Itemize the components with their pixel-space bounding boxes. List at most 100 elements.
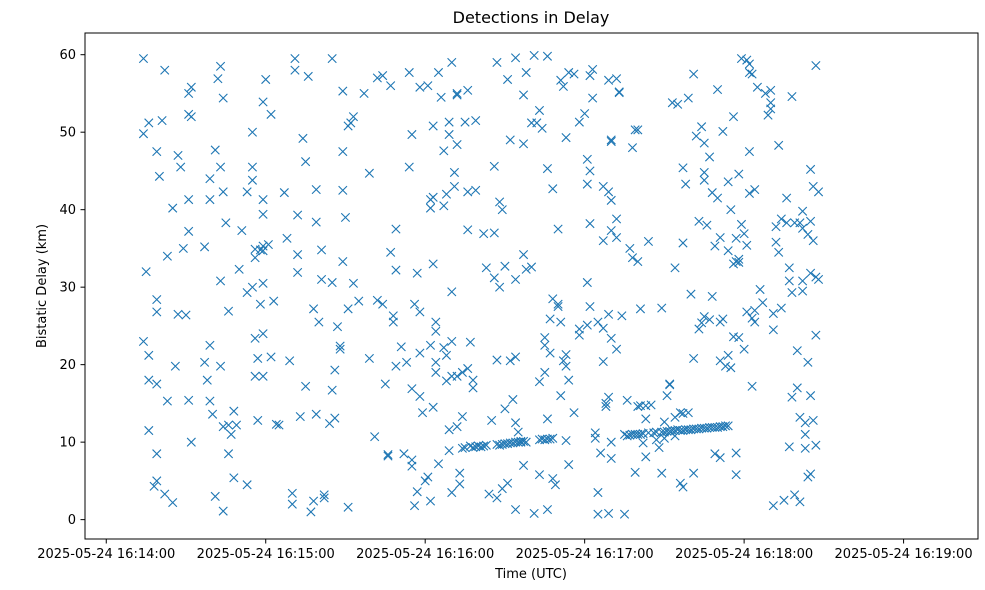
- data-point: [452, 88, 462, 99]
- data-point: [407, 129, 417, 140]
- data-point: [606, 333, 616, 343]
- data-point: [580, 108, 590, 119]
- data-point: [407, 461, 417, 471]
- data-point: [495, 282, 505, 292]
- data-point: [585, 219, 595, 229]
- data-point: [348, 278, 359, 288]
- data-point: [447, 287, 457, 297]
- data-point: [805, 469, 816, 479]
- data-point: [665, 380, 675, 390]
- data-point: [686, 289, 696, 299]
- data-point: [202, 375, 212, 385]
- data-point: [561, 361, 571, 371]
- data-point: [726, 363, 736, 373]
- data-point: [598, 323, 608, 333]
- data-point: [569, 69, 579, 79]
- data-point: [689, 353, 699, 364]
- data-point: [290, 53, 300, 64]
- data-point: [274, 420, 284, 430]
- data-point: [255, 299, 265, 309]
- data-point: [588, 93, 598, 103]
- data-point: [447, 487, 457, 498]
- data-point: [683, 93, 693, 103]
- data-point: [492, 57, 502, 68]
- data-point: [396, 342, 406, 352]
- data-point: [513, 427, 523, 437]
- data-point: [582, 154, 592, 164]
- data-point: [768, 325, 778, 335]
- data-point: [800, 418, 810, 428]
- y-tick-label: 60: [59, 48, 76, 63]
- data-point: [160, 65, 170, 75]
- data-point: [731, 448, 741, 458]
- data-point: [160, 489, 170, 499]
- data-point: [736, 219, 747, 229]
- data-point: [237, 226, 247, 236]
- data-point: [556, 391, 566, 401]
- data-point: [186, 112, 196, 122]
- data-point: [391, 361, 401, 371]
- data-point: [659, 417, 669, 427]
- data-point: [431, 326, 441, 336]
- data-point: [752, 82, 762, 92]
- data-point: [200, 357, 210, 367]
- data-point: [423, 472, 433, 482]
- data-point: [404, 67, 414, 78]
- data-point: [768, 308, 778, 319]
- data-point: [585, 301, 595, 312]
- data-point: [293, 267, 303, 278]
- data-point: [800, 443, 810, 453]
- data-point: [723, 421, 733, 431]
- data-point: [681, 179, 691, 189]
- data-point: [747, 69, 757, 79]
- data-point: [811, 440, 821, 450]
- data-point: [308, 304, 319, 314]
- data-point: [739, 229, 749, 239]
- data-point: [215, 61, 226, 71]
- data-point: [207, 409, 218, 419]
- data-point: [261, 74, 271, 85]
- plot-frame: [84, 32, 979, 540]
- data-point: [271, 419, 281, 429]
- data-point: [152, 449, 162, 459]
- data-point: [253, 415, 263, 426]
- data-point: [348, 112, 359, 122]
- data-point: [502, 74, 513, 85]
- data-point: [205, 174, 215, 184]
- data-point: [492, 355, 502, 365]
- data-point: [479, 441, 489, 451]
- data-point: [311, 217, 321, 227]
- data-point: [784, 276, 794, 286]
- data-point: [258, 209, 268, 219]
- data-point: [548, 184, 558, 194]
- data-point: [266, 109, 276, 119]
- data-point: [404, 162, 414, 172]
- data-point: [425, 340, 436, 350]
- data-point: [255, 245, 265, 255]
- data-point: [548, 473, 558, 484]
- data-point: [431, 367, 441, 377]
- data-point: [654, 442, 664, 453]
- data-point: [409, 501, 420, 511]
- data-point: [399, 449, 409, 459]
- data-point: [805, 164, 816, 174]
- data-point: [378, 71, 388, 81]
- data-point: [694, 216, 704, 226]
- data-point: [301, 157, 311, 167]
- data-point: [170, 361, 180, 371]
- data-point: [391, 224, 401, 234]
- data-point: [540, 332, 550, 343]
- data-point: [154, 171, 165, 181]
- data-point: [335, 341, 345, 351]
- data-point: [471, 115, 481, 126]
- data-point: [285, 356, 295, 366]
- data-point: [627, 143, 638, 153]
- data-point: [779, 495, 789, 505]
- data-point: [340, 212, 351, 223]
- data-point: [726, 205, 736, 215]
- data-point: [808, 415, 818, 426]
- data-point: [619, 509, 630, 519]
- data-point: [215, 361, 226, 371]
- y-tick-label: 40: [59, 203, 76, 218]
- data-point: [787, 392, 797, 402]
